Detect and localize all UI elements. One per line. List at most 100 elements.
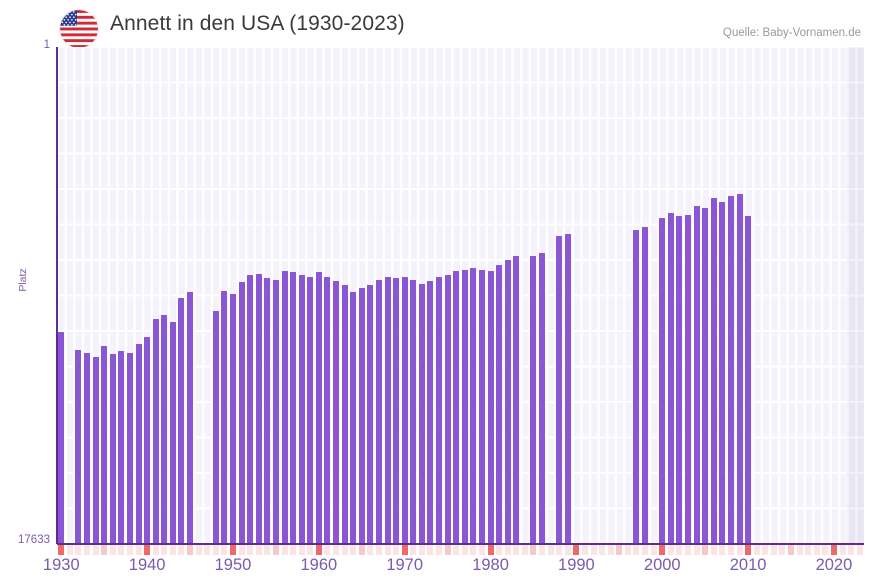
bar-1957[interactable] [290,272,297,544]
x-tick-2023 [856,545,863,555]
x-tick-1979 [478,545,485,555]
bar-1981[interactable] [496,265,503,544]
bar-1967[interactable] [375,279,382,544]
bar-1985[interactable] [530,255,537,544]
bar-1948[interactable] [212,310,219,544]
bar-1936[interactable] [109,354,116,544]
bar-1978[interactable] [470,268,477,544]
x-axis-label-1960: 1960 [300,556,338,574]
future-shaded-region [846,47,864,544]
bar-1975[interactable] [444,275,451,544]
bar-2002[interactable] [676,216,683,544]
y-axis-title: Platz [17,268,29,292]
bar-2009[interactable] [736,193,743,544]
bar-1930[interactable] [58,331,65,544]
bar-1986[interactable] [539,252,546,544]
x-tick-1987 [547,545,554,555]
x-tick-1962 [333,545,339,555]
bar-1976[interactable] [453,271,460,544]
bar-1974[interactable] [436,276,443,544]
x-tick-2012 [762,545,769,555]
bar-1971[interactable] [410,279,417,544]
bar-2005[interactable] [702,207,709,544]
bar-1949[interactable] [221,290,228,544]
bar-1972[interactable] [418,283,425,544]
bar-1942[interactable] [161,314,168,544]
x-tick-1968 [384,545,391,555]
bar-2010[interactable] [745,216,752,544]
x-tick-2020 [830,545,837,555]
bar-1932[interactable] [75,350,82,544]
x-tick-2017 [805,545,812,555]
bar-1958[interactable] [298,275,305,544]
bar-1969[interactable] [393,278,400,544]
bar-1938[interactable] [126,352,133,544]
bar-1989[interactable] [564,234,571,544]
bar-2004[interactable] [693,206,700,544]
bar-1998[interactable] [642,227,649,544]
bar-1964[interactable] [350,292,357,544]
x-tick-2003 [685,545,691,555]
bar-1968[interactable] [384,276,391,544]
bar-1944[interactable] [178,297,185,544]
bar-1940[interactable] [144,337,151,544]
x-tick-1974 [436,545,443,555]
x-tick-2006 [710,545,717,555]
bar-1950[interactable] [229,293,236,544]
bar-1979[interactable] [478,269,485,544]
bar-1963[interactable] [341,285,348,544]
x-tick-1964 [350,545,357,555]
bar-1973[interactable] [427,280,434,544]
x-tick-1980 [487,545,494,555]
x-tick-1966 [367,545,374,555]
bar-1943[interactable] [169,321,176,544]
bar-1970[interactable] [401,276,408,544]
bar-2008[interactable] [727,196,734,544]
bar-2000[interactable] [659,217,666,544]
bar-1941[interactable] [152,318,159,544]
x-tick-2014 [779,545,786,555]
bar-1953[interactable] [255,273,262,544]
bar-1955[interactable] [272,279,279,544]
x-tick-1950 [229,545,236,555]
x-tick-1939 [135,545,142,555]
bar-1951[interactable] [238,282,245,544]
x-tick-1972 [418,545,425,555]
x-axis-label-1990: 1990 [558,556,595,574]
bar-2006[interactable] [710,197,717,544]
x-tick-1994 [607,545,614,555]
bar-1939[interactable] [135,344,142,544]
bar-1983[interactable] [513,255,520,544]
bar-1988[interactable] [556,235,563,544]
bar-1982[interactable] [504,259,511,544]
x-tick-1998 [642,545,649,555]
bar-1954[interactable] [264,278,271,544]
bar-1935[interactable] [101,345,108,544]
bar-1980[interactable] [487,271,494,544]
x-tick-2018 [813,545,820,555]
bar-2003[interactable] [685,214,691,544]
bar-1959[interactable] [307,276,314,544]
bar-1966[interactable] [367,285,374,544]
bar-1945[interactable] [187,292,194,544]
bar-1933[interactable] [84,352,91,544]
bar-1960[interactable] [315,272,322,544]
bar-1997[interactable] [633,230,640,544]
x-tick-1951 [238,545,245,555]
bar-1956[interactable] [281,271,288,544]
bar-1937[interactable] [118,351,125,544]
bar-1952[interactable] [247,275,254,544]
bar-1965[interactable] [358,287,365,544]
x-tick-1981 [496,545,503,555]
bar-1934[interactable] [92,357,99,544]
x-tick-1983 [513,545,520,555]
bar-2007[interactable] [719,202,726,544]
bar-1961[interactable] [324,276,331,544]
bar-2001[interactable] [667,213,674,544]
x-tick-1963 [341,545,348,555]
x-tick-1991 [581,545,588,555]
bar-1977[interactable] [461,269,468,544]
x-axis-label-1970: 1970 [386,556,424,574]
bar-1962[interactable] [333,280,339,544]
